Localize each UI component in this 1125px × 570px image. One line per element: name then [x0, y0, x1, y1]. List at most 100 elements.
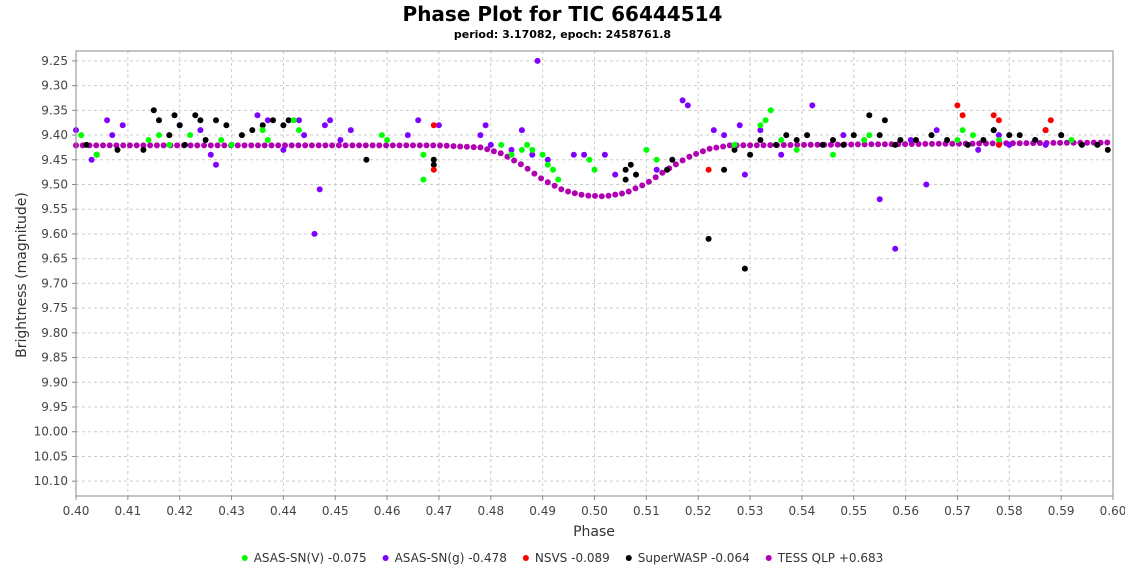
- point-asas-sn-v: [93, 151, 100, 158]
- point-asas-sn-v: [539, 151, 546, 158]
- point-asas-sn-v: [954, 137, 961, 143]
- point-tess: [699, 148, 706, 155]
- point-asas-sn-v: [653, 156, 660, 163]
- point-asas-sn-v: [550, 166, 556, 173]
- point-asas-sn-g: [518, 127, 525, 134]
- point-tess: [457, 143, 464, 150]
- point-tess: [814, 141, 821, 148]
- point-tess: [969, 140, 976, 147]
- point-tess: [423, 142, 430, 149]
- point-tess: [780, 142, 787, 148]
- point-superwasp: [633, 171, 639, 178]
- point-superwasp: [1006, 132, 1013, 139]
- point-tess: [686, 153, 693, 160]
- point-superwasp: [731, 146, 738, 153]
- point-tess: [747, 142, 754, 149]
- x-tick-label: 0.58: [996, 504, 1023, 518]
- point-asas-sn-v: [524, 141, 531, 148]
- point-tess: [248, 142, 255, 149]
- point-superwasp: [285, 117, 292, 124]
- point-asas-sn-g: [197, 127, 204, 134]
- point-asas-sn-g: [254, 112, 261, 119]
- point-tess: [740, 142, 747, 149]
- point-tess: [403, 142, 410, 149]
- point-asas-sn-g: [264, 117, 271, 124]
- point-tess: [760, 142, 767, 149]
- point-asas-sn-v: [861, 137, 868, 143]
- point-asas-sn-g: [508, 146, 515, 153]
- point-tess: [679, 157, 686, 164]
- point-tess: [726, 142, 733, 149]
- point-tess: [753, 142, 760, 149]
- point-tess: [935, 140, 942, 147]
- point-tess: [356, 142, 363, 149]
- point-asas-sn-g: [778, 151, 785, 158]
- point-tess: [93, 142, 100, 149]
- point-nsvs: [1042, 127, 1049, 134]
- point-asas-sn-g: [119, 122, 126, 129]
- point-tess: [194, 142, 201, 149]
- point-tess: [713, 144, 720, 151]
- point-tess: [625, 188, 632, 195]
- point-nsvs: [430, 166, 437, 173]
- point-asas-sn-v: [762, 117, 769, 124]
- x-tick-label: 0.57: [944, 504, 971, 518]
- point-tess: [120, 142, 127, 149]
- point-tess: [861, 141, 868, 148]
- point-tess: [720, 143, 727, 150]
- x-tick-label: 0.53: [737, 504, 764, 518]
- point-superwasp: [944, 137, 951, 143]
- point-tess: [201, 142, 208, 149]
- point-tess: [645, 178, 652, 185]
- point-superwasp: [622, 176, 629, 183]
- y-tick-label: 9.25: [41, 54, 68, 68]
- point-superwasp: [741, 265, 748, 272]
- point-tess: [794, 141, 801, 148]
- point-asas-sn-v: [1068, 137, 1075, 143]
- x-tick-label: 0.42: [166, 504, 193, 518]
- point-tess: [207, 142, 214, 149]
- point-superwasp: [783, 132, 790, 139]
- point-nsvs: [1047, 117, 1054, 124]
- point-tess: [396, 142, 403, 149]
- point-asas-sn-g: [757, 127, 764, 134]
- point-asas-sn-g: [296, 117, 302, 124]
- point-tess: [1063, 139, 1070, 146]
- legend-label: ASAS-SN(V) -0.075: [254, 551, 367, 565]
- y-tick-label: 9.80: [41, 326, 68, 340]
- point-asas-sn-g: [104, 117, 111, 124]
- point-tess: [187, 142, 194, 149]
- point-tess: [672, 161, 679, 168]
- point-tess: [1023, 140, 1030, 147]
- point-asas-sn-v: [264, 137, 271, 143]
- point-tess: [524, 165, 531, 172]
- point-asas-sn-g: [213, 161, 219, 168]
- point-tess: [511, 157, 518, 164]
- point-superwasp: [238, 132, 245, 139]
- point-asas-sn-v: [187, 132, 194, 139]
- y-tick-label: 10.05: [34, 449, 68, 463]
- point-superwasp: [705, 235, 712, 242]
- point-tess: [1104, 139, 1111, 146]
- point-asas-sn-g: [684, 102, 691, 109]
- y-tick-label: 9.45: [41, 153, 68, 167]
- point-tess: [571, 190, 578, 197]
- point-superwasp: [1016, 132, 1023, 139]
- point-superwasp: [747, 151, 754, 158]
- point-superwasp: [840, 141, 847, 148]
- x-tick-label: 0.48: [477, 504, 504, 518]
- point-asas-sn-g: [721, 132, 728, 139]
- point-superwasp: [140, 146, 147, 153]
- point-tess: [275, 142, 282, 149]
- point-asas-sn-v: [420, 176, 427, 183]
- point-tess: [639, 182, 646, 189]
- point-asas-sn-v: [866, 132, 873, 139]
- point-asas-sn-v: [218, 137, 225, 143]
- y-tick-label: 9.60: [41, 227, 68, 241]
- point-tess: [484, 146, 491, 153]
- legend: ASAS-SN(V) -0.075 ASAS-SN(g) -0.478 NSVS -…: [241, 551, 884, 565]
- point-tess: [544, 179, 551, 186]
- y-tick-label: 9.55: [41, 202, 68, 216]
- legend-label: TESS QLP +0.683: [777, 551, 884, 565]
- y-tick-label: 10.10: [34, 474, 68, 488]
